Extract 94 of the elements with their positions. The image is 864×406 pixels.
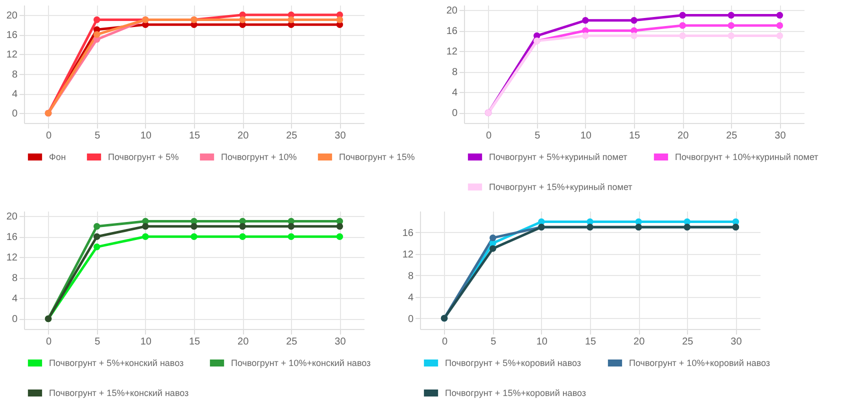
point bbox=[190, 223, 198, 230]
legend-label: Почвогрунт + 10%+коровий навоз bbox=[629, 358, 770, 368]
y-tick-label: 8 bbox=[12, 69, 18, 80]
point bbox=[94, 244, 100, 250]
point bbox=[728, 22, 734, 29]
legend-label: Почвогрунт + 15% bbox=[339, 152, 415, 162]
point bbox=[94, 233, 100, 240]
y-tick-label: 12 bbox=[6, 252, 18, 264]
legend-label: Фон bbox=[49, 152, 66, 162]
point bbox=[630, 32, 638, 40]
legend-label: Почвогрунт + 15%+коровий навоз bbox=[445, 388, 586, 398]
x-tick-label: 30 bbox=[730, 336, 742, 348]
point bbox=[582, 17, 589, 24]
y-tick-label: 0 bbox=[408, 314, 414, 325]
x-tick-label: 30 bbox=[334, 336, 346, 348]
x-tick-label: 10 bbox=[140, 336, 152, 348]
x-tick-label: 0 bbox=[46, 130, 52, 142]
point bbox=[142, 233, 149, 240]
x-tick-label: 25 bbox=[682, 336, 694, 348]
legend-label: Почвогрунт + 5%+куриный помет bbox=[489, 152, 628, 162]
y-tick-label: 16 bbox=[446, 26, 458, 38]
x-tick-label: 20 bbox=[634, 336, 646, 348]
point bbox=[336, 223, 344, 230]
x-tick-label: 15 bbox=[188, 130, 200, 142]
point bbox=[490, 245, 496, 252]
point bbox=[94, 223, 100, 230]
x-tick-label: 25 bbox=[726, 130, 738, 142]
y-tick-label: 12 bbox=[402, 249, 414, 260]
y-tick-label: 4 bbox=[12, 294, 18, 305]
x-tick-label: 10 bbox=[140, 130, 152, 142]
point bbox=[582, 32, 589, 40]
x-tick-label: 30 bbox=[334, 130, 346, 142]
point bbox=[776, 22, 784, 29]
point bbox=[239, 233, 246, 240]
x-tick-label: 5 bbox=[490, 336, 497, 348]
point bbox=[190, 233, 198, 240]
x-tick-label: 5 bbox=[534, 130, 541, 142]
y-tick-label: 0 bbox=[452, 108, 458, 120]
x-tick-label: 25 bbox=[286, 130, 298, 142]
legend-label: Почвогрунт + 5% bbox=[108, 152, 179, 162]
y-tick-label: 0 bbox=[12, 108, 18, 120]
x-tick-label: 30 bbox=[774, 130, 786, 142]
legend-label: Почвогрунт + 10%+куриный помет bbox=[675, 152, 818, 162]
x-tick-label: 0 bbox=[46, 336, 52, 348]
point bbox=[94, 31, 100, 38]
point bbox=[679, 22, 686, 29]
y-tick-label: 4 bbox=[408, 292, 414, 304]
y-tick-label: 4 bbox=[12, 89, 18, 100]
y-tick-label: 12 bbox=[6, 50, 18, 61]
point bbox=[142, 223, 149, 230]
point bbox=[336, 233, 344, 240]
point bbox=[728, 12, 734, 19]
point bbox=[490, 234, 496, 242]
x-tick-label: 20 bbox=[678, 130, 690, 142]
point bbox=[288, 233, 294, 240]
y-tick-label: 8 bbox=[452, 67, 458, 78]
x-tick-label: 5 bbox=[94, 336, 101, 348]
y-tick-label: 12 bbox=[446, 46, 458, 58]
x-tick-label: 15 bbox=[584, 336, 596, 348]
x-tick-label: 25 bbox=[286, 336, 298, 348]
legend-label: Почвогрунт + 5%+коровий навоз bbox=[445, 358, 582, 368]
x-tick-label: 0 bbox=[486, 130, 492, 142]
point bbox=[239, 223, 246, 230]
y-tick-label: 20 bbox=[6, 10, 18, 22]
legend-label: Почвогрунт + 10% bbox=[221, 152, 297, 162]
x-tick-label: 10 bbox=[580, 130, 592, 142]
legend-label: Почвогрунт + 5%+конский навоз bbox=[49, 358, 184, 368]
y-tick-label: 16 bbox=[6, 232, 18, 244]
y-tick-label: 20 bbox=[6, 212, 18, 223]
legend-label: Почвогрунт + 15%+конский навоз bbox=[49, 388, 189, 398]
point bbox=[776, 12, 784, 19]
x-tick-label: 15 bbox=[188, 336, 200, 348]
point bbox=[728, 32, 734, 40]
x-tick-label: 10 bbox=[536, 336, 548, 348]
point bbox=[94, 16, 100, 24]
y-tick-label: 20 bbox=[446, 6, 458, 17]
y-tick-label: 8 bbox=[408, 270, 414, 282]
point bbox=[776, 32, 784, 40]
y-tick-label: 16 bbox=[402, 228, 414, 239]
x-tick-label: 20 bbox=[238, 336, 250, 348]
legend-label: Почвогрунт + 10%+конский навоз bbox=[231, 358, 371, 368]
y-tick-label: 0 bbox=[12, 314, 18, 326]
y-tick-label: 8 bbox=[12, 273, 18, 284]
x-tick-label: 15 bbox=[628, 130, 640, 142]
legend-label: Почвогрунт + 15%+куриный помет bbox=[489, 182, 632, 192]
point bbox=[679, 12, 686, 19]
y-tick-label: 4 bbox=[452, 88, 458, 99]
x-tick-label: 5 bbox=[94, 130, 101, 142]
point bbox=[630, 17, 638, 24]
point bbox=[288, 223, 294, 230]
point bbox=[679, 32, 686, 40]
x-tick-label: 20 bbox=[238, 130, 250, 142]
point bbox=[684, 218, 690, 226]
y-tick-label: 16 bbox=[6, 30, 18, 41]
